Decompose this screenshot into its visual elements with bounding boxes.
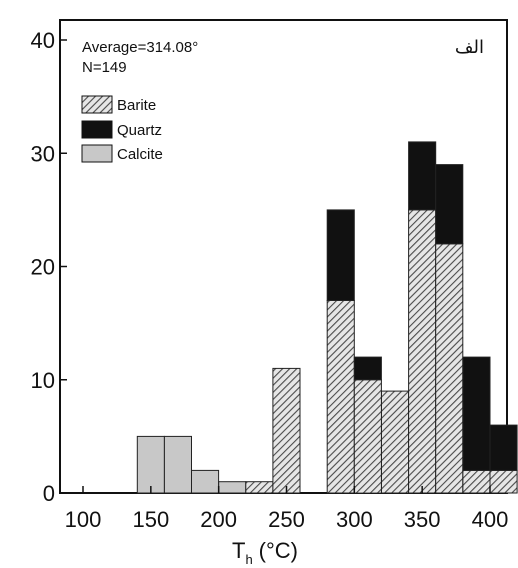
x-axis-label-subscript: h [245, 552, 252, 567]
x-axis-label: Th (°C) [232, 538, 298, 567]
bar-quartz-300 [353, 356, 382, 381]
legend: Barite Quartz Calcite [81, 95, 163, 163]
bar-calcite-200 [218, 481, 247, 494]
y-tick-label-40: 40 [31, 28, 55, 53]
legend-label-quartz: Quartz [117, 122, 162, 139]
count-annotation: N=149 [82, 59, 127, 76]
y-tick-label-0: 0 [43, 481, 55, 506]
bar-barite-340 [408, 209, 437, 494]
legend-swatch-calcite [81, 144, 113, 163]
legend-label-calcite: Calcite [117, 146, 163, 163]
bar-quartz-280 [326, 209, 355, 301]
legend-swatch-quartz [81, 120, 113, 139]
y-axis: 0 10 20 30 40 [31, 28, 67, 506]
panel-label: الف [455, 37, 484, 58]
legend-label-barite: Barite [117, 97, 156, 114]
x-tick-label-150: 150 [132, 507, 169, 532]
x-axis-label-symbol: T [232, 538, 245, 563]
bars-layer [136, 141, 518, 494]
y-tick-label-10: 10 [31, 368, 55, 393]
x-tick-label-300: 300 [336, 507, 373, 532]
bar-quartz-360 [435, 164, 464, 245]
bar-quartz-400 [489, 424, 518, 471]
bar-calcite-160 [163, 435, 192, 494]
y-tick-label-20: 20 [31, 255, 55, 280]
bar-quartz-340 [408, 141, 437, 211]
bar-barite-300 [353, 379, 382, 494]
bar-quartz-380 [462, 356, 491, 471]
bar-barite-360 [435, 243, 464, 494]
legend-swatch-barite [81, 95, 113, 114]
x-tick-label-400: 400 [472, 507, 509, 532]
y-tick-label-30: 30 [31, 141, 55, 166]
average-annotation: Average=314.08° [82, 39, 198, 56]
bar-calcite-180 [191, 469, 220, 494]
x-tick-label-350: 350 [404, 507, 441, 532]
x-tick-label-200: 200 [200, 507, 237, 532]
x-tick-label-250: 250 [268, 507, 305, 532]
x-axis-label-unit: (°C) [259, 538, 298, 563]
bar-barite-220 [245, 481, 274, 494]
bar-calcite-140 [136, 435, 165, 494]
bar-barite-280 [326, 300, 355, 494]
x-tick-label-100: 100 [65, 507, 102, 532]
bar-barite-380 [462, 469, 491, 494]
bar-barite-320 [381, 390, 410, 494]
bar-barite-240 [272, 367, 301, 494]
x-axis: 100 150 200 250 300 350 400 [65, 486, 509, 532]
bar-barite-400 [489, 469, 518, 494]
